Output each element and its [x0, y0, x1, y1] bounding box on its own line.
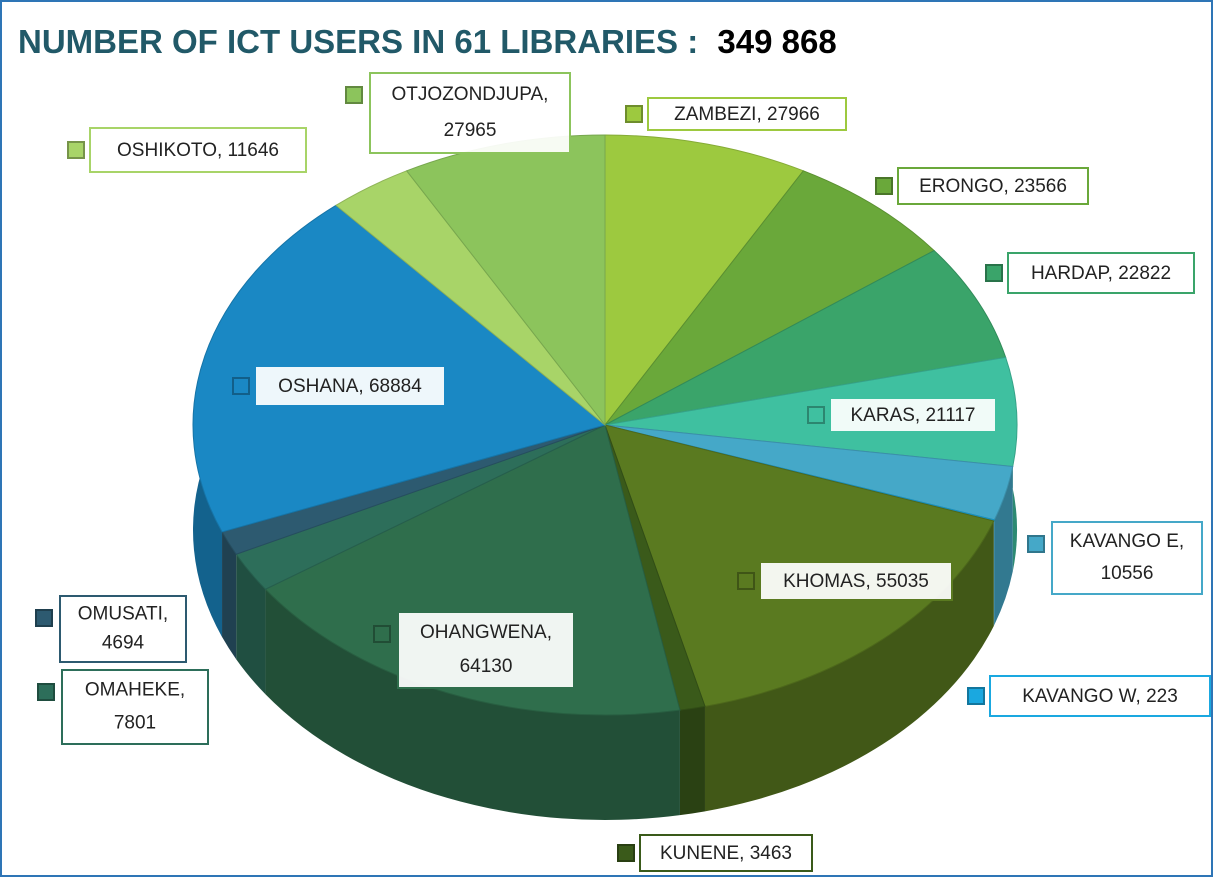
data-label: OSHIKOTO, 11646 — [117, 140, 279, 161]
label-marker — [985, 264, 1003, 282]
data-label: KAVANGO W, 223 — [1022, 686, 1178, 707]
data-label: KARAS, 21117 — [851, 405, 976, 426]
label-box — [1007, 252, 1195, 294]
data-label: OMAHEKE, 7801 — [85, 680, 185, 734]
data-label: KAVANGO E, 10556 — [1070, 531, 1184, 584]
label-marker — [232, 377, 250, 395]
data-label: OHANGWENA, 64130 — [420, 622, 552, 677]
label-marker — [67, 141, 85, 159]
label-marker — [875, 177, 893, 195]
label-box — [59, 595, 187, 663]
slice-side — [994, 466, 1013, 625]
slice-side — [236, 554, 266, 695]
label-box — [369, 72, 571, 154]
slice-side — [993, 519, 995, 626]
data-label: HARDAP, 22822 — [1031, 263, 1171, 284]
data-label: ERONGO, 23566 — [919, 176, 1067, 197]
data-label-line: OMUSATI, — [78, 604, 168, 625]
label-box — [397, 611, 575, 689]
label-marker — [625, 105, 643, 123]
label-box — [897, 167, 1089, 205]
label-marker — [1027, 535, 1045, 553]
data-label-line: 7801 — [114, 713, 156, 734]
label-marker — [373, 625, 391, 643]
slice — [264, 424, 681, 716]
slice-side — [704, 520, 994, 812]
label-marker — [617, 844, 635, 862]
label-box — [1051, 521, 1203, 595]
data-label-line: OMAHEKE, — [85, 680, 185, 701]
data-label-line: 4694 — [102, 633, 145, 654]
slice — [604, 170, 935, 426]
data-label: OSHANA, 68884 — [278, 376, 422, 397]
title-total: 349 868 — [717, 23, 836, 60]
data-label-line: 64130 — [460, 656, 513, 677]
label-marker — [967, 687, 985, 705]
slice — [604, 249, 1007, 426]
slice-side — [679, 706, 705, 816]
chart-title: NUMBER OF ICT USERS IN 61 LIBRARIES : 34… — [18, 23, 837, 60]
label-box — [61, 669, 209, 745]
label-box — [989, 675, 1211, 717]
data-label: OTJOZONDJUPA, 27965 — [392, 84, 549, 141]
label-box — [759, 561, 953, 601]
label-marker — [807, 406, 825, 424]
data-label-line: OTJOZONDJUPA, — [392, 84, 549, 105]
data-label: KUNENE, 3463 — [660, 843, 792, 864]
data-label: KHOMAS, 55035 — [783, 571, 929, 592]
data-label: OMUSATI, 4694 — [78, 604, 168, 654]
label-box — [639, 834, 813, 872]
slice-side — [265, 589, 680, 820]
label-marker — [345, 86, 363, 104]
label-box — [254, 365, 446, 407]
label-box — [647, 97, 847, 131]
label-marker — [737, 572, 755, 590]
label-box — [89, 127, 307, 173]
label-marker — [37, 683, 55, 701]
data-label-line: 10556 — [1101, 563, 1154, 584]
title-text: NUMBER OF ICT USERS IN 61 LIBRARIES : — [18, 23, 698, 60]
label-marker — [35, 609, 53, 627]
slice-side — [222, 531, 237, 660]
data-label-line: KAVANGO E, — [1070, 531, 1184, 552]
data-label-line: OHANGWENA, — [420, 622, 552, 643]
data-label: ZAMBEZI, 27966 — [674, 104, 820, 125]
label-box — [829, 397, 997, 433]
slice — [604, 134, 805, 427]
data-label-line: 27965 — [444, 120, 497, 141]
